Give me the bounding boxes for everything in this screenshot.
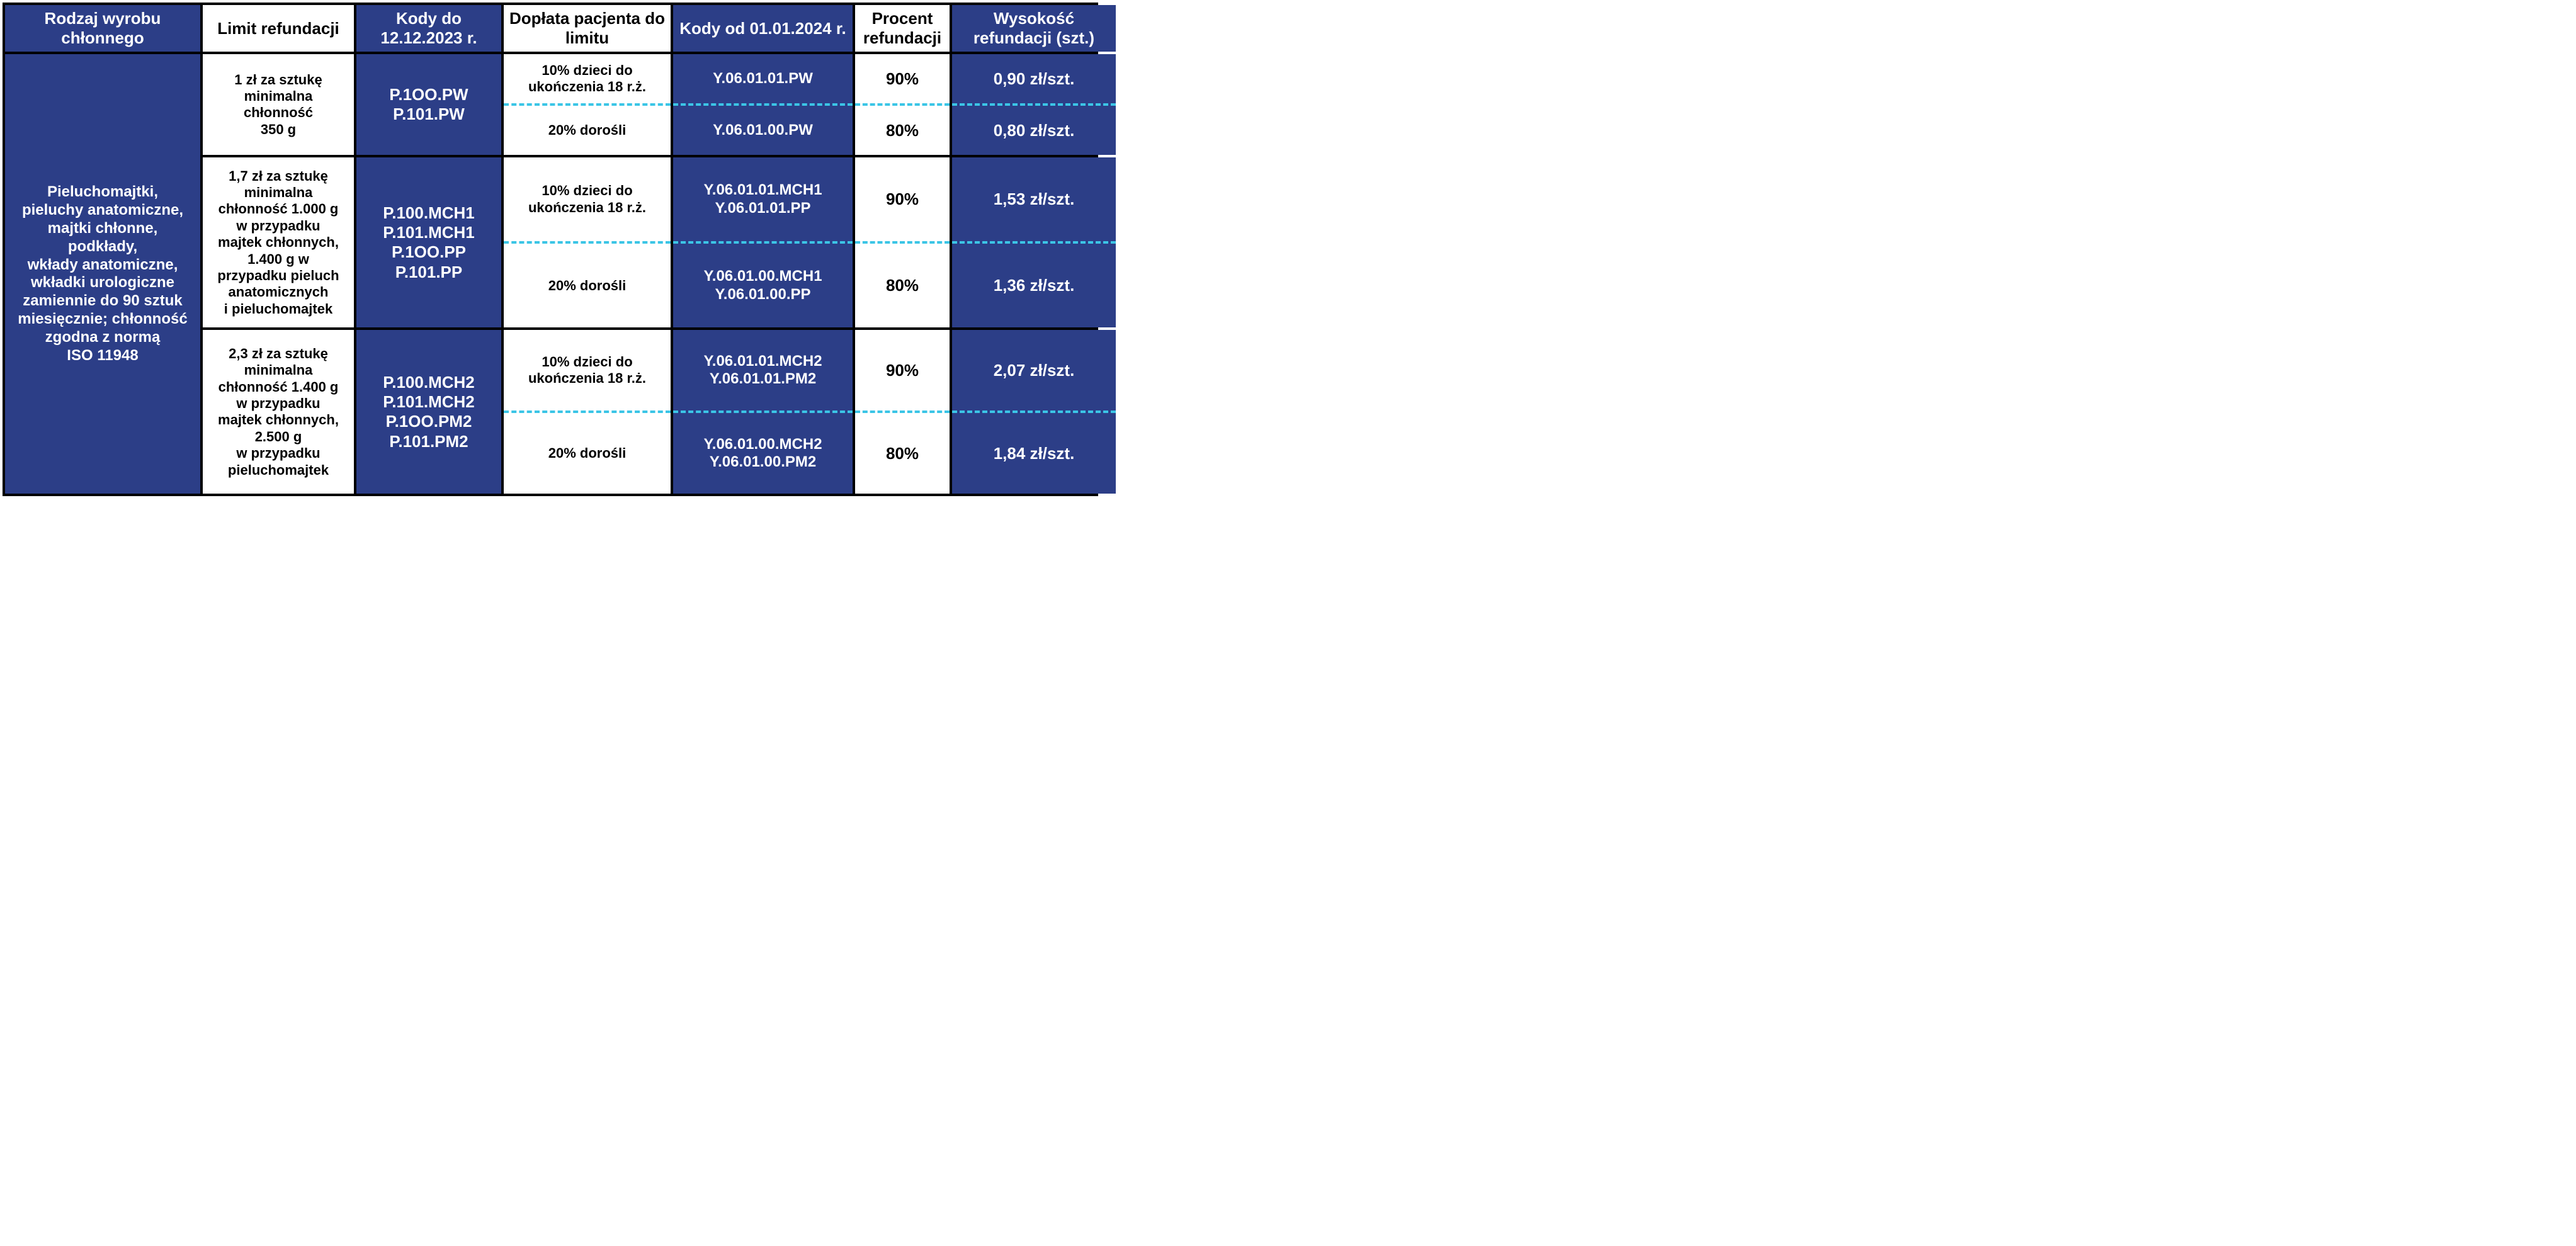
codes-new-1-a: Y.06.01.01.PW	[673, 54, 853, 103]
wysokosc-3: 2,07 zł/szt. 1,84 zł/szt.	[952, 330, 1116, 494]
header-kody-od: Kody od 01.01.2024 r.	[673, 5, 853, 52]
limit-3: 2,3 zł za sztukęminimalnachłonność 1.400…	[203, 330, 354, 494]
wysokosc-1-a: 0,90 zł/szt.	[952, 54, 1116, 103]
wysokosc-2: 1,53 zł/szt. 1,36 zł/szt.	[952, 157, 1116, 327]
doplata-2-a: 10% dzieci doukończenia 18 r.ż.	[504, 157, 671, 241]
wysokosc-2-a: 1,53 zł/szt.	[952, 157, 1116, 241]
codes-new-1-b: Y.06.01.00.PW	[673, 106, 853, 155]
procent-3: 90% 80%	[855, 330, 950, 494]
product-type-label: Pieluchomajtki,pieluchy anatomiczne,majt…	[5, 54, 200, 494]
procent-1-a: 90%	[855, 54, 950, 103]
doplata-3: 10% dzieci doukończenia 18 r.ż. 20% doro…	[504, 330, 671, 494]
codes-new-3: Y.06.01.01.MCH2Y.06.01.01.PM2 Y.06.01.00…	[673, 330, 853, 494]
refund-table: Rodzaj wyrobu chłonnego Limit refundacji…	[3, 3, 1098, 496]
header-limit: Limit refundacji	[203, 5, 354, 52]
codes-old-3: P.100.MCH2P.101.MCH2P.1OO.PM2P.101.PM2	[356, 330, 501, 494]
procent-3-b: 80%	[855, 413, 950, 494]
wysokosc-3-a: 2,07 zł/szt.	[952, 330, 1116, 411]
codes-new-3-a: Y.06.01.01.MCH2Y.06.01.01.PM2	[673, 330, 853, 411]
procent-2: 90% 80%	[855, 157, 950, 327]
limit-2: 1,7 zł za sztukęminimalnachłonność 1.000…	[203, 157, 354, 327]
doplata-2: 10% dzieci doukończenia 18 r.ż. 20% doro…	[504, 157, 671, 327]
doplata-3-a: 10% dzieci doukończenia 18 r.ż.	[504, 330, 671, 411]
doplata-3-b: 20% dorośli	[504, 413, 671, 494]
wysokosc-2-b: 1,36 zł/szt.	[952, 244, 1116, 327]
limit-1: 1 zł za sztukęminimalnachłonność350 g	[203, 54, 354, 155]
wysokosc-1: 0,90 zł/szt. 0,80 zł/szt.	[952, 54, 1116, 155]
doplata-1-a: 10% dzieci doukończenia 18 r.ż.	[504, 54, 671, 103]
wysokosc-3-b: 1,84 zł/szt.	[952, 413, 1116, 494]
doplata-1-b: 20% dorośli	[504, 106, 671, 155]
header-doplata: Dopłata pacjenta do limitu	[504, 5, 671, 52]
procent-3-a: 90%	[855, 330, 950, 411]
procent-1-b: 80%	[855, 106, 950, 155]
header-rodzaj: Rodzaj wyrobu chłonnego	[5, 5, 200, 52]
doplata-1: 10% dzieci doukończenia 18 r.ż. 20% doro…	[504, 54, 671, 155]
procent-2-b: 80%	[855, 244, 950, 327]
codes-old-2: P.100.MCH1P.101.MCH1P.1OO.PPP.101.PP	[356, 157, 501, 327]
codes-new-2-a: Y.06.01.01.MCH1Y.06.01.01.PP	[673, 157, 853, 241]
codes-new-2: Y.06.01.01.MCH1Y.06.01.01.PP Y.06.01.00.…	[673, 157, 853, 327]
header-wysokosc: Wysokość refundacji (szt.)	[952, 5, 1116, 52]
wysokosc-1-b: 0,80 zł/szt.	[952, 106, 1116, 155]
procent-2-a: 90%	[855, 157, 950, 241]
header-procent: Procent refundacji	[855, 5, 950, 52]
codes-new-1: Y.06.01.01.PW Y.06.01.00.PW	[673, 54, 853, 155]
codes-new-3-b: Y.06.01.00.MCH2Y.06.01.00.PM2	[673, 413, 853, 494]
codes-new-2-b: Y.06.01.00.MCH1Y.06.01.00.PP	[673, 244, 853, 327]
procent-1: 90% 80%	[855, 54, 950, 155]
doplata-2-b: 20% dorośli	[504, 244, 671, 327]
header-kody-do: Kody do 12.12.2023 r.	[356, 5, 501, 52]
codes-old-1: P.1OO.PWP.101.PW	[356, 54, 501, 155]
